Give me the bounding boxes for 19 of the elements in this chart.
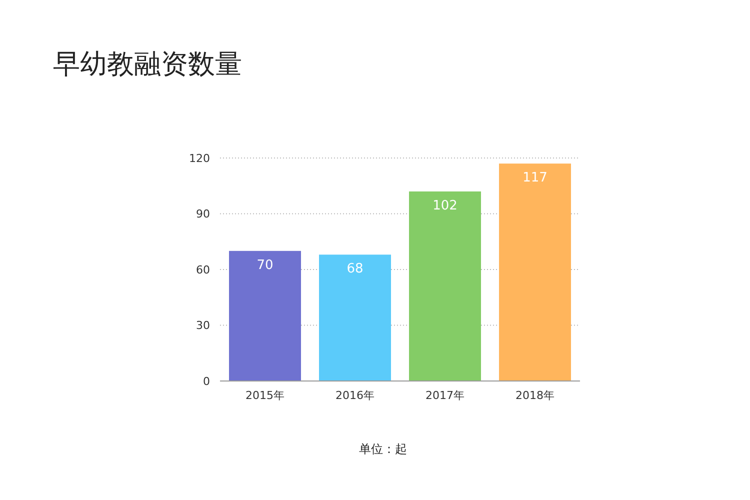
y-tick-label: 90 bbox=[196, 208, 210, 221]
x-tick-label: 2018年 bbox=[516, 389, 554, 402]
text: 单位：起 bbox=[359, 442, 407, 456]
y-tick-label: 60 bbox=[196, 263, 210, 276]
y-tick-label: 120 bbox=[189, 152, 210, 165]
y-tick-label: 0 bbox=[203, 374, 210, 388]
data-label: 68 bbox=[346, 262, 364, 277]
bar bbox=[409, 191, 481, 381]
x-tick-label: 2015年 bbox=[246, 389, 284, 402]
x-tick-label: 2016年 bbox=[336, 389, 374, 402]
y-tick-label: 30 bbox=[196, 319, 210, 332]
data-label: 117 bbox=[522, 170, 548, 186]
bar bbox=[229, 250, 301, 381]
chart-title: 早幼教融资数量 bbox=[53, 49, 242, 80]
bar bbox=[499, 164, 571, 381]
bar bbox=[319, 254, 391, 381]
x-tick-label: 2017年 bbox=[426, 389, 464, 402]
data-label: 102 bbox=[432, 198, 458, 214]
data-label: 70 bbox=[256, 258, 274, 273]
